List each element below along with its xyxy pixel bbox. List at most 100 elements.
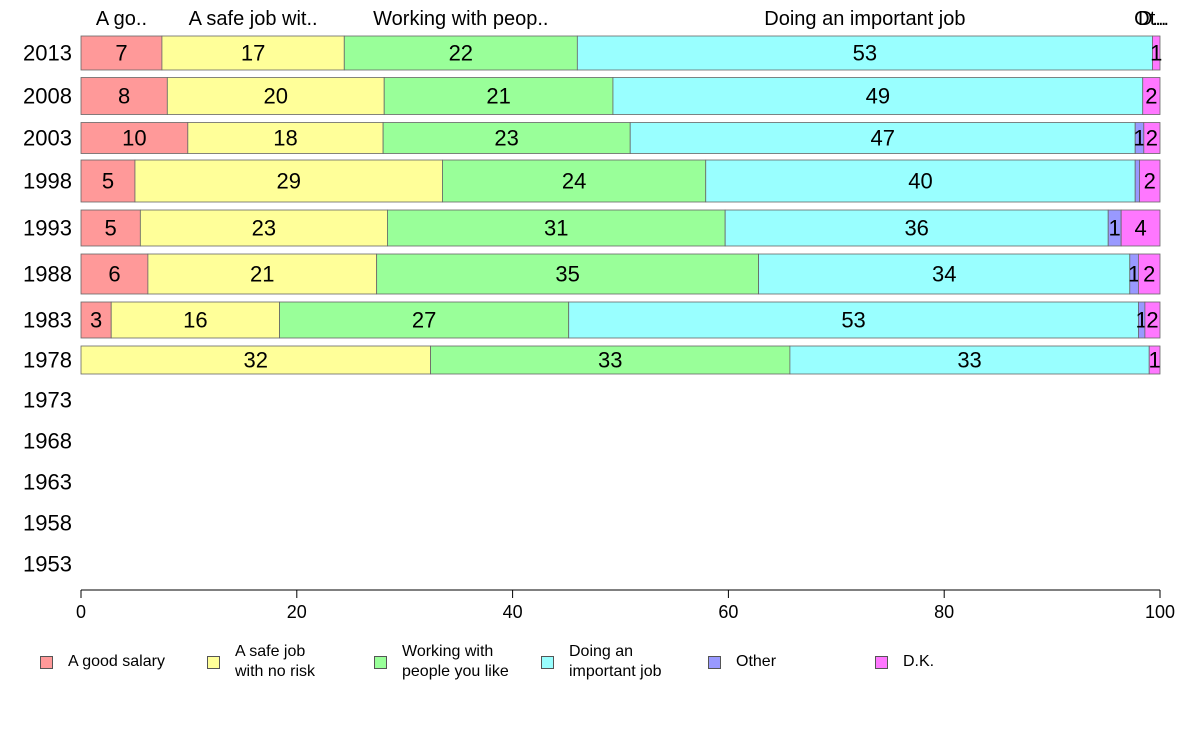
data-label: 23 (252, 216, 276, 241)
bar-segment (376, 253, 760, 295)
legend-item-dk: D.K. (875, 652, 934, 672)
bar-segment (80, 301, 112, 339)
bar-segment (629, 122, 1136, 154)
bar-segment (80, 122, 189, 154)
x-tick-label: 0 (76, 602, 86, 622)
data-label: 1 (1133, 126, 1145, 151)
data-label: 2 (1145, 84, 1157, 109)
data-label: 24 (562, 169, 586, 194)
x-axis: 0 20 40 60 80 100 (76, 589, 1175, 622)
bar-segment (80, 253, 149, 295)
y-tick-label: 1983 (23, 308, 72, 333)
stacked-bar-chart: A go.. A safe job wit.. Working with peop.… (23, 8, 1175, 622)
bar-segment (758, 253, 1131, 295)
data-label: 2 (1144, 169, 1156, 194)
y-tick-label: 1993 (23, 216, 72, 241)
bar-segment (1134, 159, 1140, 203)
bar-segment (430, 345, 791, 375)
bar-segment (147, 253, 378, 295)
bar-segment (568, 301, 1139, 339)
x-tick-label: 40 (503, 602, 523, 622)
data-label: 21 (250, 262, 274, 287)
data-label: 5 (102, 169, 114, 194)
data-label: 21 (486, 84, 510, 109)
legend-item-working-with-people: Working with people you like (374, 642, 509, 682)
legend: A good salary A safe job with no risk Wo… (0, 640, 1188, 700)
y-tick-label: 1973 (23, 388, 72, 413)
legend-item-other: Other (708, 652, 776, 672)
legend-swatch (374, 655, 387, 669)
data-label: 10 (122, 126, 146, 151)
data-label: 16 (183, 308, 207, 333)
data-label: 2 (1143, 262, 1155, 287)
data-label: 1 (1148, 348, 1160, 373)
data-label: 29 (276, 169, 300, 194)
data-label: 35 (555, 262, 579, 287)
bar-segment (724, 209, 1109, 247)
data-label: 2 (1146, 126, 1158, 151)
legend-swatch (541, 655, 554, 669)
bar-segment (166, 77, 385, 115)
bar-segment (134, 159, 443, 203)
y-tick-label: 1963 (23, 470, 72, 495)
y-tick-label: 2003 (23, 126, 72, 151)
legend-label: Doing an important job (569, 643, 662, 680)
y-axis-year-labels: 2013 2008 2003 1998 1993 1988 1983 1978 1973 1968… (23, 41, 72, 577)
y-tick-label: 2013 (23, 41, 72, 66)
data-label: 23 (494, 126, 518, 151)
data-label: 1 (1150, 41, 1162, 66)
y-tick-label: 1958 (23, 511, 72, 536)
data-label: 1 (1109, 216, 1121, 241)
legend-label: Working with people you like (402, 643, 509, 680)
legend-label: Other (736, 653, 777, 670)
bar-segment (705, 159, 1136, 203)
data-label: 20 (264, 84, 288, 109)
data-label: 27 (412, 308, 436, 333)
top-category-label: Doing an important job (764, 8, 965, 30)
data-label: 1 (1128, 262, 1140, 287)
data-label: 6 (108, 262, 120, 287)
bar-segment (1152, 35, 1161, 71)
bar-segment (1148, 345, 1161, 375)
bar-segment (1142, 77, 1161, 115)
legend-label: D.K. (903, 653, 935, 670)
data-label: 2 (1146, 308, 1158, 333)
legend-swatch (708, 655, 721, 669)
data-label: 40 (908, 169, 932, 194)
bar-segment (1143, 122, 1161, 154)
top-category-labels: A go.. A safe job wit.. Working with peop.… (96, 8, 1169, 30)
bar-segment (80, 209, 141, 247)
legend-item-important-job: Doing an important job (541, 642, 662, 682)
legend-swatch (207, 655, 220, 669)
x-tick-label: 80 (934, 602, 954, 622)
x-tick-label: 60 (718, 602, 738, 622)
bar-segment (80, 345, 431, 375)
legend-item-good-salary: A good salary (40, 652, 165, 672)
data-label: 8 (118, 84, 130, 109)
bar-segment (110, 301, 280, 339)
data-label: 34 (932, 262, 956, 287)
data-label: 36 (904, 216, 928, 241)
data-label: 5 (105, 216, 117, 241)
top-category-label: A go.. (96, 8, 147, 30)
x-tick-label: 100 (1145, 602, 1175, 622)
data-label: 3 (90, 308, 102, 333)
legend-label: A good salary (68, 653, 165, 670)
y-tick-label: 1998 (23, 169, 72, 194)
bar-segment (279, 301, 570, 339)
data-label: 49 (866, 84, 890, 109)
bar-segment (1120, 209, 1161, 247)
data-label: 53 (853, 41, 877, 66)
top-category-label: Working with peop.. (373, 8, 548, 30)
y-tick-label: 1978 (23, 348, 72, 373)
data-label: 32 (244, 348, 268, 373)
bar-segment (161, 35, 345, 71)
data-label: 22 (449, 41, 473, 66)
x-tick-label: 20 (287, 602, 307, 622)
legend-swatch (40, 655, 53, 669)
bar-segment (139, 209, 388, 247)
data-label: 47 (870, 126, 894, 151)
bars: 7 17 22 53 18 20 21 49 210 18 23 47 1 25 29 24 40 25 23 31 3… (80, 35, 1162, 375)
data-label: 33 (598, 348, 622, 373)
y-tick-label: 1953 (23, 552, 72, 577)
